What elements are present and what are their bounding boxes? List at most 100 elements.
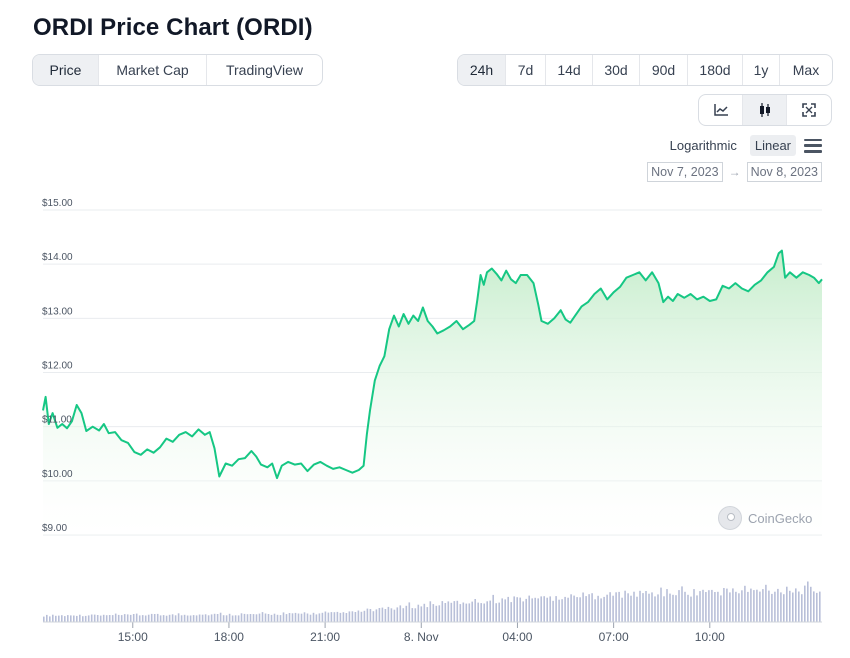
volume-bar xyxy=(738,593,740,622)
range-1y[interactable]: 1y xyxy=(743,55,780,85)
volume-bar xyxy=(126,614,129,622)
volume-bar xyxy=(171,614,174,622)
volume-bar xyxy=(519,597,521,622)
volume-bar xyxy=(762,589,764,622)
fullscreen-icon[interactable] xyxy=(787,95,831,125)
volume-bar xyxy=(753,590,755,622)
coingecko-logo-icon xyxy=(718,506,742,530)
y-tick-label: $10.00 xyxy=(42,469,73,480)
volume-bar xyxy=(690,596,692,622)
range-90d[interactable]: 90d xyxy=(640,55,688,85)
volume-bar xyxy=(732,588,734,622)
volume-bar xyxy=(579,597,581,622)
scale-logarithmic[interactable]: Logarithmic xyxy=(669,138,737,153)
volume-bar xyxy=(240,613,243,622)
volume-bar xyxy=(729,592,731,622)
volume-bar xyxy=(414,608,417,622)
volume-bar xyxy=(58,615,60,622)
x-tick-label: 8. Nov xyxy=(404,630,439,644)
volume-bar xyxy=(129,614,132,622)
volume-bar xyxy=(438,605,441,622)
y-tick-label: $9.00 xyxy=(42,523,67,534)
y-tick-label: $14.00 xyxy=(42,252,73,263)
volume-bar xyxy=(309,614,312,622)
volume-bar xyxy=(717,591,719,622)
volume-bar xyxy=(603,596,605,622)
volume-bar xyxy=(777,588,779,622)
volume-bar xyxy=(540,596,542,622)
volume-bar xyxy=(132,614,135,622)
volume-bar xyxy=(105,615,108,622)
range-7d[interactable]: 7d xyxy=(506,55,546,85)
volume-bar xyxy=(726,588,728,622)
volume-bar xyxy=(276,614,279,622)
volume-bar xyxy=(61,615,63,622)
volume-bar xyxy=(750,588,752,622)
y-tick-label: $15.00 xyxy=(42,198,73,209)
volume-bar xyxy=(600,598,602,622)
volume-bar xyxy=(642,593,644,622)
volume-bar xyxy=(192,615,195,622)
volume-bar xyxy=(675,595,677,622)
volume-bar xyxy=(696,595,698,622)
range-30d[interactable]: 30d xyxy=(593,55,640,85)
volume-bar xyxy=(711,589,713,622)
volume-bar xyxy=(699,591,701,622)
volume-bar xyxy=(165,615,168,622)
volume-bar xyxy=(765,584,767,622)
volume-bar xyxy=(612,595,614,622)
range-max[interactable]: Max xyxy=(792,62,820,78)
candlestick-icon[interactable] xyxy=(743,95,787,125)
volume-bar xyxy=(651,592,653,622)
line-chart-icon[interactable] xyxy=(699,95,743,125)
volume-bar xyxy=(702,589,704,622)
tab-market-cap[interactable]: Market Cap xyxy=(99,55,207,85)
volume-bar xyxy=(339,612,342,622)
volume-bar xyxy=(264,613,267,622)
volume-bar xyxy=(591,593,593,622)
volume-bar xyxy=(474,599,476,622)
volume-bar xyxy=(576,597,578,622)
volume-bar xyxy=(747,591,749,622)
volume-bar xyxy=(786,586,788,622)
price-area-fill xyxy=(43,250,822,535)
volume-bar xyxy=(336,611,339,622)
date-from[interactable]: Nov 7, 2023 xyxy=(647,162,723,182)
range-180d[interactable]: 180d xyxy=(688,55,743,85)
volume-bar xyxy=(513,596,515,622)
volume-bar xyxy=(294,612,297,622)
volume-bar xyxy=(138,615,141,622)
volume-bar xyxy=(663,596,665,622)
volume-bar xyxy=(573,595,575,622)
volume-bar xyxy=(300,613,303,622)
volume-bar xyxy=(429,601,432,622)
scale-selector: Logarithmic Linear xyxy=(665,135,822,156)
volume-bar xyxy=(378,608,381,622)
volume-bar xyxy=(531,598,533,622)
tab-price[interactable]: Price xyxy=(33,55,99,85)
date-to[interactable]: Nov 8, 2023 xyxy=(746,162,822,182)
volume-bar xyxy=(816,592,818,622)
volume-bar xyxy=(507,596,509,622)
volume-bar xyxy=(249,614,252,622)
volume-bar xyxy=(498,602,500,622)
menu-icon[interactable] xyxy=(804,138,822,153)
volume-bar xyxy=(213,613,216,622)
scale-linear[interactable]: Linear xyxy=(749,135,796,156)
volume-bar xyxy=(549,596,551,622)
volume-bar xyxy=(261,612,264,622)
volume-bar xyxy=(516,597,518,622)
volume-bar xyxy=(222,615,225,622)
arrow-icon: → xyxy=(728,165,741,179)
volume-bar xyxy=(546,597,548,622)
volume-bar xyxy=(780,592,782,622)
volume-bar xyxy=(312,612,315,622)
price-line xyxy=(42,249,823,480)
volume-bar xyxy=(462,602,465,622)
range-14d[interactable]: 14d xyxy=(546,55,593,85)
tab-tradingview[interactable]: TradingView xyxy=(225,62,304,78)
volume-bar xyxy=(255,614,258,622)
volume-bar xyxy=(501,598,503,622)
volume-bar xyxy=(720,595,722,622)
range-24h[interactable]: 24h xyxy=(458,55,506,85)
